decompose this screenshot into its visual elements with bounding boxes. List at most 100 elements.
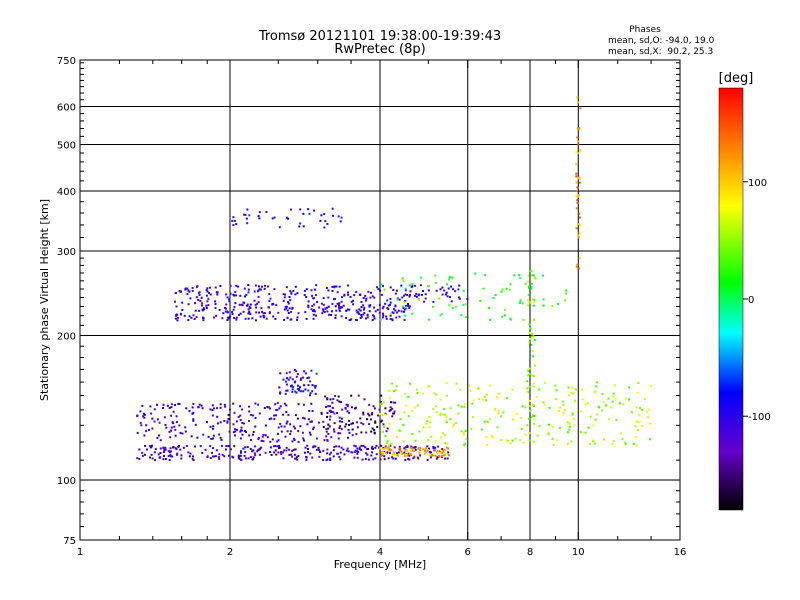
data-point: [245, 431, 247, 434]
data-point: [156, 403, 158, 406]
data-point: [310, 420, 313, 423]
data-point: [240, 426, 243, 429]
data-point: [189, 297, 192, 300]
data-point: [214, 300, 217, 303]
data-point: [153, 420, 156, 423]
data-point: [186, 293, 189, 296]
data-point: [306, 423, 309, 426]
data-point: [180, 290, 182, 293]
data-point: [201, 304, 203, 307]
data-point: [307, 304, 310, 307]
data-point: [449, 407, 452, 410]
data-point: [638, 413, 641, 416]
data-point: [168, 407, 171, 409]
data-point: [612, 392, 615, 395]
data-point: [418, 430, 421, 433]
data-point: [309, 452, 312, 455]
data-point: [287, 414, 290, 416]
data-point: [312, 310, 315, 312]
data-point: [411, 284, 414, 287]
data-point: [575, 207, 578, 210]
data-point: [262, 312, 265, 315]
data-point: [380, 394, 383, 397]
data-point: [609, 406, 612, 409]
y-tick-label: 75: [63, 536, 76, 547]
data-point: [515, 412, 518, 415]
data-point: [332, 428, 335, 431]
data-point: [205, 304, 208, 307]
data-point: [327, 405, 330, 408]
data-point: [328, 453, 331, 456]
data-point: [163, 447, 166, 450]
x-tick-label: 6: [465, 547, 471, 558]
data-point: [336, 452, 339, 455]
data-point: [319, 219, 322, 222]
data-point: [257, 290, 259, 293]
data-point: [404, 293, 407, 296]
data-point: [403, 451, 406, 454]
data-point: [326, 415, 328, 418]
data-point: [383, 288, 386, 291]
data-point: [469, 389, 472, 392]
data-point: [649, 385, 652, 387]
data-point: [407, 415, 410, 418]
data-point: [325, 406, 328, 408]
data-point: [192, 314, 195, 317]
data-point: [570, 440, 573, 443]
data-point: [247, 308, 250, 311]
data-point: [621, 438, 624, 441]
data-point: [411, 312, 414, 315]
data-point: [150, 412, 153, 415]
data-point: [270, 417, 273, 420]
data-point: [269, 451, 271, 453]
data-point: [205, 289, 208, 292]
data-point: [312, 426, 315, 429]
data-point: [318, 306, 321, 309]
data-point: [174, 428, 177, 431]
data-point: [213, 407, 215, 410]
data-point: [354, 450, 357, 453]
data-point: [228, 430, 231, 433]
data-point: [530, 343, 533, 346]
data-point: [413, 449, 415, 452]
data-point: [412, 457, 415, 460]
data-point: [441, 448, 444, 451]
data-point: [327, 305, 330, 308]
data-point: [435, 411, 438, 414]
data-point: [214, 303, 217, 306]
data-point: [191, 406, 194, 409]
data-point: [334, 314, 337, 317]
data-point: [223, 420, 226, 422]
data-point: [150, 446, 153, 448]
data-point: [268, 311, 271, 314]
data-point: [378, 408, 381, 411]
data-point: [444, 442, 447, 445]
data-point: [567, 386, 570, 389]
data-point: [386, 439, 389, 442]
data-point: [578, 181, 581, 184]
y-tick-label: 400: [57, 187, 76, 198]
data-point: [565, 289, 568, 292]
data-point: [247, 284, 250, 286]
data-point: [404, 314, 407, 317]
data-point: [294, 285, 297, 288]
data-point: [228, 454, 230, 457]
data-point: [145, 424, 148, 427]
data-point: [440, 452, 443, 455]
data-point: [301, 416, 304, 419]
data-point: [258, 453, 261, 456]
data-point: [299, 222, 302, 225]
data-point: [337, 215, 340, 218]
data-point: [571, 411, 574, 414]
data-point: [233, 411, 236, 414]
data-point: [628, 386, 631, 389]
data-point: [364, 294, 367, 297]
data-point: [613, 384, 616, 387]
data-point: [382, 312, 384, 315]
data-point: [430, 451, 432, 454]
data-point: [425, 451, 428, 454]
data-point: [271, 217, 274, 220]
data-point: [338, 309, 341, 312]
data-point: [283, 318, 286, 321]
